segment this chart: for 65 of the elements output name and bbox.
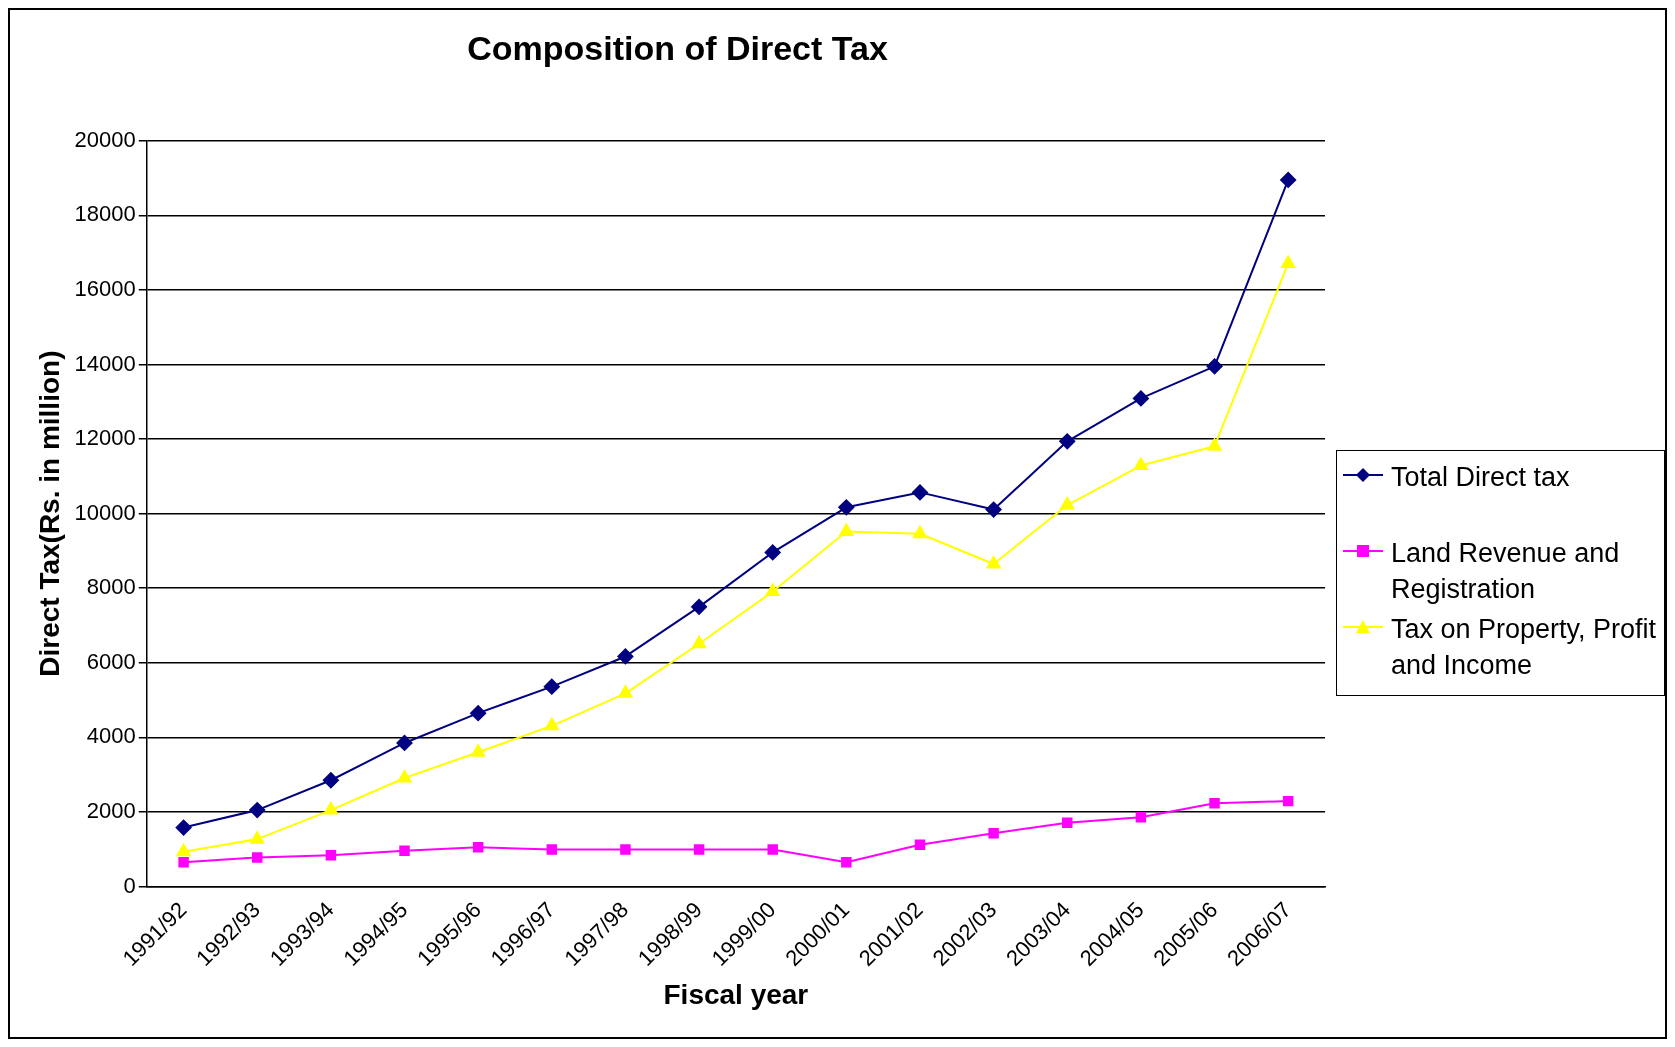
point [175, 819, 192, 836]
y-tick-label: 10000 [74, 499, 136, 525]
point [472, 842, 484, 853]
point [1133, 457, 1148, 471]
point [470, 705, 487, 722]
point [838, 499, 855, 516]
point [692, 635, 707, 649]
legend-label: Tax on Property, Profit and Income [1391, 613, 1658, 682]
x-axis-title: Fiscal year [663, 978, 809, 1010]
y-tick-label: 2000 [86, 797, 136, 823]
point [911, 484, 928, 501]
y-tick-label: 16000 [74, 276, 136, 301]
point [396, 734, 413, 751]
point [1282, 795, 1294, 807]
point [325, 849, 337, 861]
point [397, 770, 412, 783]
legend-label: Total Direct tax [1391, 461, 1570, 494]
point [176, 843, 191, 857]
point [322, 772, 339, 789]
point [618, 685, 633, 698]
y-tick-label: 18000 [74, 201, 136, 227]
point [1060, 497, 1075, 510]
y-tick-label: 4000 [86, 723, 136, 749]
legend-label: Land Revenue and Registration [1391, 537, 1621, 606]
point [249, 802, 266, 819]
point [1281, 255, 1296, 268]
y-tick-label: 14000 [74, 350, 136, 376]
point [986, 555, 1001, 569]
point [617, 648, 634, 665]
point [178, 857, 189, 868]
point [1062, 817, 1073, 828]
point [1206, 358, 1223, 375]
y-tick-label: 8000 [86, 574, 136, 600]
y-axis-title: Direct Tax(Rs. in million) [33, 350, 65, 677]
point [839, 523, 854, 537]
point [543, 678, 560, 695]
point [323, 802, 338, 815]
point [399, 845, 410, 856]
point [985, 501, 1002, 518]
point [1209, 798, 1220, 809]
point [471, 744, 486, 757]
point [546, 844, 558, 855]
point [912, 525, 928, 539]
point [1059, 433, 1076, 450]
y-tick-label: 12000 [74, 425, 136, 451]
point [620, 844, 631, 855]
point [691, 598, 708, 615]
point [1135, 811, 1147, 823]
y-tick-label: 20000 [74, 126, 136, 152]
point [1132, 390, 1149, 407]
point [1207, 438, 1222, 451]
point [693, 844, 705, 855]
point [767, 844, 778, 855]
point [251, 852, 263, 863]
y-tick-label: 6000 [86, 648, 136, 674]
point [250, 831, 265, 844]
point [764, 544, 781, 561]
point [914, 839, 926, 850]
point [1280, 171, 1297, 188]
point [544, 717, 559, 731]
y-tick-label: 0 [123, 872, 136, 898]
point [765, 583, 780, 597]
point [988, 827, 999, 839]
point [841, 857, 852, 868]
chart-title: Composition of Direct Tax [467, 28, 888, 67]
